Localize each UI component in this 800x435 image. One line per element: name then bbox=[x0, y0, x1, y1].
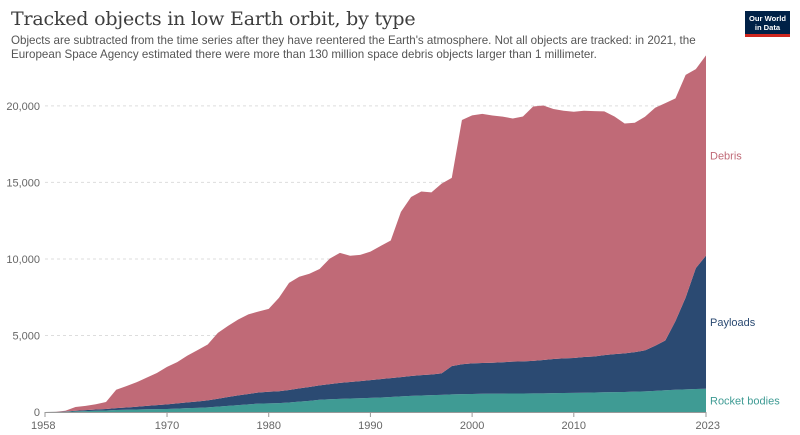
area-payloads[interactable] bbox=[45, 255, 706, 412]
y-tick-label: 20,000 bbox=[6, 101, 40, 113]
x-tick-label: 1958 bbox=[31, 420, 55, 432]
series-label: Rocket bodies bbox=[710, 395, 780, 407]
x-tick-label: 1990 bbox=[358, 420, 382, 432]
our-world-in-data-logo[interactable]: Our World in Data bbox=[745, 11, 790, 37]
chart-subtitle: Objects are subtracted from the time ser… bbox=[11, 34, 696, 61]
x-tick-label: 2000 bbox=[460, 420, 484, 432]
x-tick-label: 2023 bbox=[696, 420, 720, 432]
area-series[interactable] bbox=[45, 55, 706, 412]
area-debris[interactable] bbox=[45, 55, 706, 412]
logo-line-1: Our World bbox=[749, 14, 786, 23]
y-tick-label: 15,000 bbox=[6, 177, 40, 189]
logo-line-2: in Data bbox=[754, 23, 781, 32]
area-rocket-bodies[interactable] bbox=[45, 388, 706, 412]
series-labels: Rocket bodies Payloads Debris bbox=[710, 150, 780, 407]
chart-title: Tracked objects in low Earth orbit, by t… bbox=[11, 8, 416, 30]
series-label: Payloads bbox=[710, 317, 756, 329]
series-label: Debris bbox=[710, 150, 742, 162]
y-tick-label: 0 bbox=[34, 407, 40, 419]
axes: 0 5,000 10,000 15,000 20,000 1958 1970 1980 1990… bbox=[6, 101, 720, 432]
x-tick-label: 1980 bbox=[256, 420, 280, 432]
y-tick-label: 5,000 bbox=[12, 330, 40, 342]
x-tick-label: 2010 bbox=[562, 420, 586, 432]
x-tick-label: 1970 bbox=[155, 420, 179, 432]
y-tick-label: 10,000 bbox=[6, 254, 40, 266]
